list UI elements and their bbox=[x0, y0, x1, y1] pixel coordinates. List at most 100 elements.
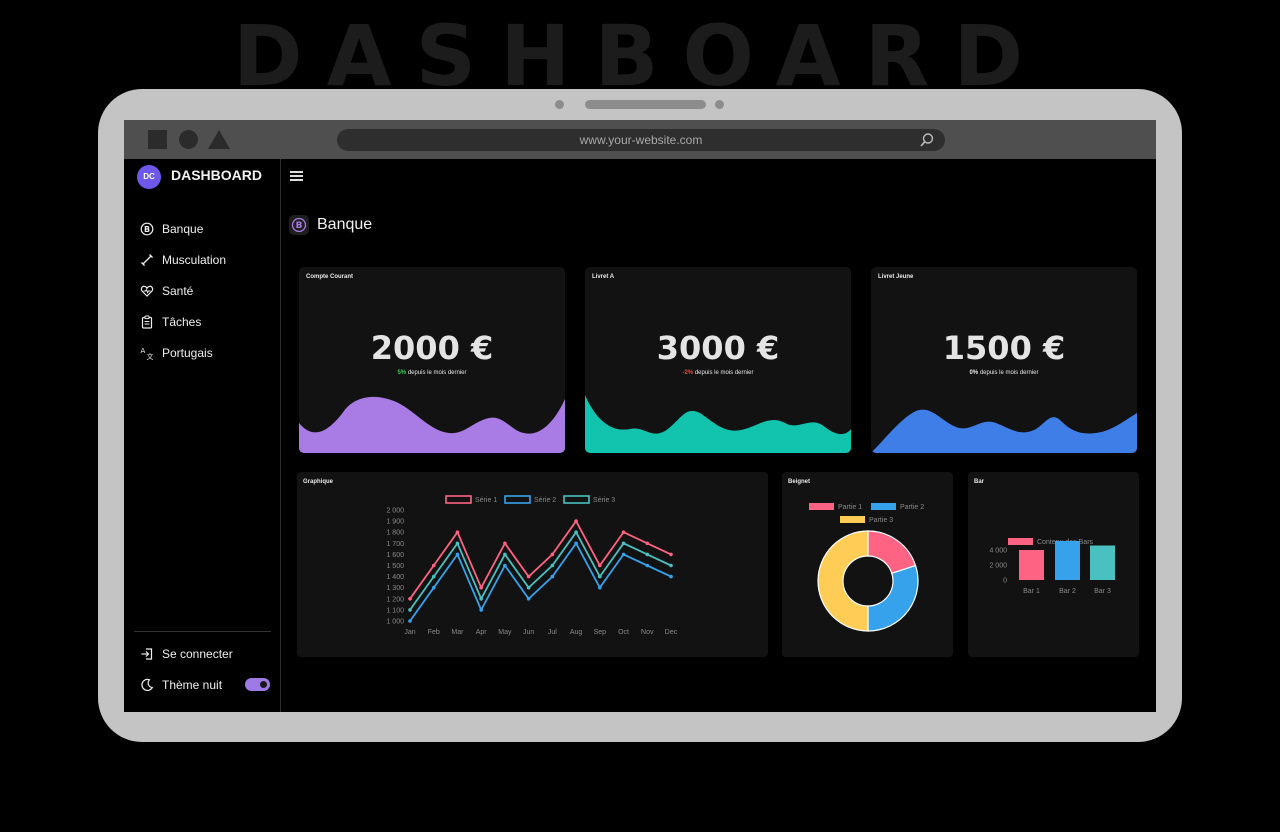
wave-area-chart bbox=[585, 395, 851, 453]
sidebar-item-taches[interactable]: Tâches bbox=[140, 312, 201, 332]
change-percent: 0% bbox=[969, 370, 979, 376]
square-shape-icon bbox=[148, 130, 167, 149]
x-tick-label: Bar 3 bbox=[1094, 588, 1111, 595]
data-point bbox=[598, 563, 602, 568]
data-point bbox=[621, 552, 626, 557]
change-percent: -2% bbox=[682, 370, 694, 376]
sidebar-item-sante[interactable]: Santé bbox=[140, 281, 193, 301]
x-tick-label: Sep bbox=[594, 629, 607, 636]
menu-icon[interactable] bbox=[290, 171, 303, 183]
wave-area bbox=[585, 395, 851, 453]
legend-label: Série 1 bbox=[475, 497, 497, 504]
login-icon bbox=[141, 648, 153, 660]
data-point bbox=[503, 552, 507, 557]
wave-area bbox=[871, 409, 1137, 453]
tablet-frame: www.your-website.com DC DASHBOARD B Banq… bbox=[98, 89, 1182, 742]
series-line bbox=[409, 519, 672, 600]
legend-swatch bbox=[1008, 538, 1033, 545]
wave-area-chart bbox=[871, 409, 1137, 453]
login-link[interactable]: Se connecter bbox=[140, 644, 233, 664]
legend-label: Partie 2 bbox=[900, 504, 924, 511]
x-tick-label: Bar 1 bbox=[1023, 588, 1040, 595]
donut-slice bbox=[867, 564, 919, 632]
change-text: depuis le mois dernier bbox=[979, 370, 1039, 376]
clipboard-icon bbox=[141, 315, 153, 329]
x-tick-label: Dec bbox=[665, 629, 678, 636]
legend-label: Partie 1 bbox=[838, 504, 862, 511]
y-tick-label: 0 bbox=[1003, 578, 1007, 585]
theme-item: Thème nuit bbox=[140, 675, 222, 695]
card-label: Livret Jeune bbox=[878, 274, 914, 280]
bitcoin-icon: B bbox=[289, 215, 309, 235]
donut-chart: Partie 1 Partie 2 Partie 3 bbox=[809, 503, 924, 632]
data-point bbox=[669, 563, 673, 568]
sidebar-item-portugais[interactable]: A 文 Portugais bbox=[140, 343, 213, 363]
login-label: Se connecter bbox=[162, 647, 233, 661]
data-point bbox=[526, 574, 531, 579]
card-value: 3000 € bbox=[656, 329, 780, 367]
url-bar[interactable]: www.your-website.com bbox=[337, 129, 945, 151]
x-tick-label: Jul bbox=[548, 629, 557, 636]
toggle-knob bbox=[260, 681, 267, 688]
bar bbox=[1090, 545, 1115, 580]
url-text: www.your-website.com bbox=[579, 133, 703, 147]
bitcoin-icon: B bbox=[140, 222, 154, 236]
x-tick-label: Feb bbox=[428, 629, 440, 636]
brand-avatar[interactable]: DC bbox=[137, 165, 161, 189]
data-point bbox=[526, 597, 531, 601]
data-point bbox=[574, 541, 578, 546]
data-point bbox=[431, 563, 436, 568]
triangle-shape-icon bbox=[208, 130, 230, 149]
stat-card-livret-a: Livret A 3000 € -2% depuis le mois derni… bbox=[585, 267, 851, 453]
speaker-bar bbox=[585, 100, 706, 109]
wave-area bbox=[299, 396, 565, 453]
change-percent: 5% bbox=[397, 370, 407, 376]
sidebar-item-label: Banque bbox=[162, 222, 204, 236]
brand-name[interactable]: DASHBOARD bbox=[171, 167, 262, 183]
change-text: depuis le mois dernier bbox=[407, 370, 467, 376]
data-point bbox=[431, 585, 436, 590]
x-tick-label: Oct bbox=[618, 629, 629, 636]
data-point bbox=[621, 530, 626, 534]
data-point bbox=[479, 585, 483, 590]
x-tick-label: Jan bbox=[404, 629, 415, 636]
card-change: 0% depuis le mois dernier bbox=[871, 370, 1137, 376]
data-point bbox=[550, 574, 555, 579]
legend-swatch bbox=[809, 503, 834, 510]
moon-icon bbox=[141, 678, 154, 691]
x-tick-label: May bbox=[498, 629, 512, 636]
theme-label: Thème nuit bbox=[162, 678, 223, 692]
y-tick-label: 1 400 bbox=[386, 574, 404, 581]
sidebar-item-label: Portugais bbox=[162, 346, 213, 360]
legend-swatch bbox=[871, 503, 896, 510]
translate-icon: A 文 bbox=[141, 347, 154, 360]
sidebar-item-label: Tâches bbox=[162, 315, 202, 329]
data-point bbox=[455, 530, 460, 534]
data-point bbox=[645, 563, 650, 568]
y-tick-label: 1 800 bbox=[386, 530, 404, 537]
card-change: 5% depuis le mois dernier bbox=[299, 370, 565, 376]
data-point bbox=[669, 574, 673, 579]
stat-card-livret-jeune: Livret Jeune 1500 € 0% depuis le mois de… bbox=[871, 267, 1137, 453]
data-point bbox=[408, 597, 412, 601]
data-point bbox=[526, 585, 531, 590]
card-change: -2% depuis le mois dernier bbox=[585, 370, 851, 376]
card-value: 1500 € bbox=[942, 329, 1066, 367]
bar bbox=[1019, 550, 1044, 580]
data-point bbox=[455, 552, 460, 557]
legend-label: Série 3 bbox=[593, 497, 615, 504]
card-label: Compte Courant bbox=[306, 274, 353, 280]
sidebar-item-musculation[interactable]: Musculation bbox=[140, 250, 226, 270]
x-tick-label: Aug bbox=[570, 629, 583, 636]
data-point bbox=[479, 597, 483, 601]
x-tick-label: Jun bbox=[523, 629, 534, 636]
legend-label: Série 2 bbox=[534, 497, 556, 504]
search-icon[interactable] bbox=[919, 132, 935, 148]
data-point bbox=[503, 563, 507, 568]
y-tick-label: 1 900 bbox=[386, 519, 404, 526]
panel-title: Graphique bbox=[303, 479, 334, 485]
night-theme-toggle[interactable] bbox=[245, 678, 270, 691]
panel-title: Bar bbox=[974, 479, 985, 485]
sidebar-item-banque[interactable]: B Banque bbox=[140, 219, 203, 239]
